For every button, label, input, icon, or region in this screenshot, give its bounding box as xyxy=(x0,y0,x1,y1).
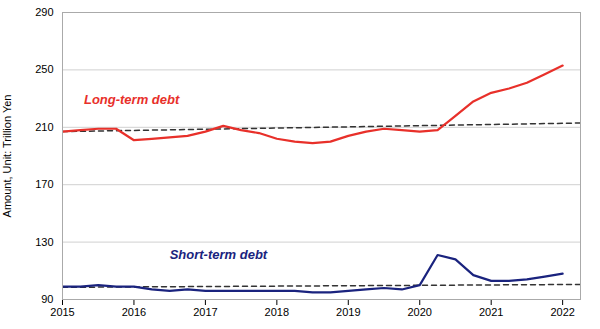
svg-text:250: 250 xyxy=(35,63,53,75)
svg-text:2019: 2019 xyxy=(336,306,360,318)
svg-text:2018: 2018 xyxy=(265,306,289,318)
svg-text:2015: 2015 xyxy=(50,306,74,318)
svg-text:2017: 2017 xyxy=(193,306,217,318)
svg-text:Short-term debt: Short-term debt xyxy=(170,247,268,262)
svg-text:2021: 2021 xyxy=(479,306,503,318)
svg-text:Amount, Unit: Trillion Yen: Amount, Unit: Trillion Yen xyxy=(1,95,13,218)
svg-text:2022: 2022 xyxy=(550,306,574,318)
svg-text:210: 210 xyxy=(35,121,53,133)
svg-text:Long-term debt: Long-term debt xyxy=(84,92,180,107)
svg-text:2016: 2016 xyxy=(122,306,146,318)
svg-text:290: 290 xyxy=(35,6,53,18)
svg-text:170: 170 xyxy=(35,178,53,190)
svg-text:90: 90 xyxy=(41,293,53,305)
svg-text:130: 130 xyxy=(35,236,53,248)
svg-text:2020: 2020 xyxy=(407,306,431,318)
